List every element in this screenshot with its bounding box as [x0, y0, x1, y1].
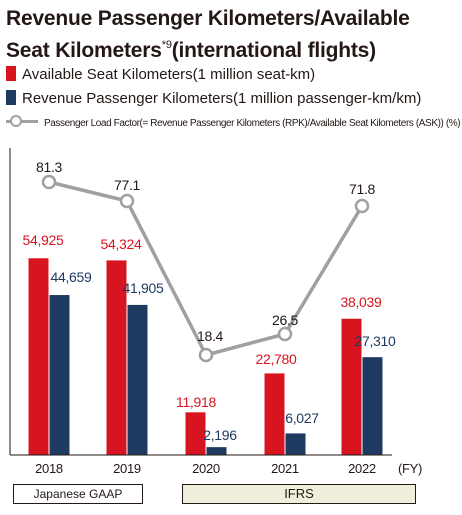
bar-rpk-2022 — [362, 357, 383, 455]
bar-rpk-2021 — [285, 433, 306, 455]
legend-item-ask: Available Seat Kilometers(1 million seat… — [6, 66, 315, 83]
bar-ask-2019 — [106, 260, 127, 455]
legend-item-rpk: Revenue Passenger Kilometers(1 million p… — [6, 90, 421, 107]
legend-swatch-load-factor — [6, 115, 40, 129]
bar-rpk-2020 — [206, 447, 227, 455]
title-line1: Revenue Passenger Kilometers/Available — [6, 7, 410, 30]
title-footnote-mark: *9 — [161, 39, 172, 51]
legend-label-load-factor: Passenger Load Factor(= Revenue Passenge… — [44, 118, 461, 129]
point-load-factor-2022 — [354, 198, 370, 214]
title-line2: Seat Kilometers — [6, 39, 162, 62]
label-load-factor-2020: 18.4 — [197, 328, 224, 344]
period-japanese-gaap: Japanese GAAP — [13, 484, 143, 504]
x-tick-2018: 2018 — [35, 461, 63, 476]
label-rpk-2020: 2,196 — [203, 427, 237, 443]
bar-ask-2022 — [341, 318, 362, 455]
bar-ask-2021 — [264, 373, 285, 455]
label-load-factor-2018: 81.3 — [36, 159, 63, 175]
x-tick-2019: 2019 — [113, 461, 141, 476]
bar-ask-2020 — [185, 412, 206, 455]
label-rpk-2019: 41,905 — [122, 280, 164, 296]
label-load-factor-2021: 26.5 — [272, 312, 299, 328]
point-load-factor-2019 — [119, 193, 135, 209]
point-load-factor-2018 — [41, 174, 57, 190]
x-tick-2020: 2020 — [192, 461, 220, 476]
legend-item-load-factor: Passenger Load Factor(= Revenue Passenge… — [6, 115, 461, 129]
label-ask-2019: 54,324 — [100, 236, 142, 252]
title-line2-suffix: (international flights) — [171, 39, 376, 62]
bar-ask-2018 — [28, 258, 49, 455]
bar-rpk-2018 — [49, 295, 70, 455]
chart-title: Revenue Passenger Kilometers/Available S… — [6, 6, 456, 64]
label-ask-2020: 11,918 — [176, 394, 216, 410]
point-load-factor-2021 — [277, 326, 293, 342]
label-load-factor-2019: 77.1 — [114, 177, 141, 193]
bar-rpk-2019 — [127, 304, 148, 455]
label-rpk-2022: 27,310 — [354, 333, 396, 349]
x-tick-2022: 2022 — [348, 461, 376, 476]
point-load-factor-2020 — [198, 347, 214, 363]
label-ask-2021: 22,780 — [255, 351, 297, 367]
legend-label-rpk: Revenue Passenger Kilometers(1 million p… — [22, 90, 422, 107]
label-load-factor-2022: 71.8 — [349, 181, 376, 197]
x-axis-unit: (FY) — [398, 461, 422, 476]
legend-swatch-rpk — [6, 90, 16, 105]
legend-swatch-ask — [6, 66, 16, 81]
legend-label-ask: Available Seat Kilometers(1 million seat… — [22, 66, 316, 83]
period-ifrs: IFRS — [182, 484, 416, 504]
label-rpk-2021: 6,027 — [285, 410, 319, 426]
label-ask-2022: 38,039 — [340, 294, 382, 310]
x-tick-2021: 2021 — [271, 461, 299, 476]
label-ask-2018: 54,925 — [22, 232, 64, 248]
label-rpk-2018: 44,659 — [50, 269, 92, 285]
